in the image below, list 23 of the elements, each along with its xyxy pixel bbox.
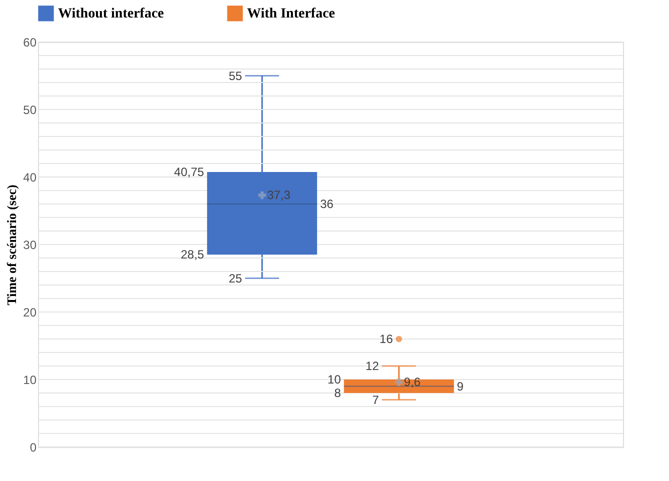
annotation: 25	[228, 271, 242, 286]
annotation: 12	[366, 359, 380, 373]
y-tick-label: 60	[23, 36, 37, 50]
y-tick-label: 10	[23, 373, 37, 387]
y-tick-label: 30	[23, 238, 37, 252]
annotation: 8	[334, 386, 342, 400]
legend-label: With Interface	[247, 6, 335, 22]
y-tick-label: 50	[23, 103, 37, 117]
annotation: 7	[372, 392, 380, 407]
annotation: 10	[328, 372, 342, 386]
annotation: 36	[320, 197, 334, 211]
annotation: 9	[456, 379, 464, 394]
y-tick-label: 40	[23, 170, 37, 184]
annotation: 28,5	[180, 248, 204, 262]
annotation: 55	[228, 68, 242, 83]
annotation: 9,6	[404, 375, 421, 390]
y-axis-title: Time of scénario (sec)	[4, 184, 20, 306]
y-tick-label: 0	[30, 440, 37, 454]
annotation: 40,75	[174, 164, 204, 179]
legend-label: Without interface	[58, 6, 164, 22]
annotation: 16	[380, 332, 394, 346]
annotation: 37,3	[267, 188, 291, 202]
y-tick-label: 20	[23, 306, 37, 320]
